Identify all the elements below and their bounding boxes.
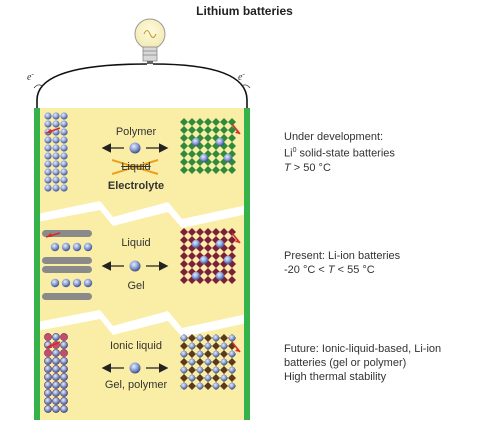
- note-under-development: Under development: Li0 solid-state batte…: [284, 131, 395, 174]
- electron-left-arrow: [33, 84, 43, 89]
- label-liquid: Liquid: [121, 237, 151, 249]
- circuit-wire: [36, 63, 248, 110]
- panel-separator-1: [37, 201, 247, 228]
- liquid-strike-cross: [111, 159, 159, 175]
- brown-cathode-lattice: [180, 334, 236, 390]
- intercalated-li-ions: [50, 242, 93, 288]
- light-bulb-icon: [134, 18, 166, 64]
- dark-red-cathode-lattice: [180, 228, 236, 284]
- label-liquid-struck: Liquid: [121, 161, 151, 173]
- note-present: Present: Li-ion batteries -20 °C < T < 5…: [284, 250, 401, 276]
- label-gel: Gel: [127, 280, 145, 292]
- ion-transport-arrow-2: [101, 260, 169, 272]
- electron-right-arrow: [241, 84, 251, 89]
- figure-title: Lithium batteries: [196, 4, 293, 18]
- ion-transport-arrow-1: [101, 142, 169, 154]
- right-electrode: [244, 108, 250, 420]
- future-anode: [44, 333, 68, 413]
- panel-separator-2: [37, 310, 247, 337]
- left-electrode: [34, 108, 40, 420]
- note-future: Future: Ionic-liquid-based, Li-ion batte…: [284, 343, 442, 383]
- lithium-metal-anode: [44, 112, 68, 192]
- electron-left-label: e-: [27, 70, 34, 83]
- electron-right-label: e-: [238, 70, 245, 83]
- green-cathode-lattice: [180, 118, 236, 174]
- label-polymer: Polymer: [115, 126, 157, 138]
- label-ionic-liquid: Ionic liquid: [110, 340, 162, 352]
- ion-transport-arrow-3: [101, 362, 169, 374]
- label-electrolyte: Electrolyte: [107, 180, 165, 192]
- label-gel-polymer: Gel, polymer: [104, 379, 168, 391]
